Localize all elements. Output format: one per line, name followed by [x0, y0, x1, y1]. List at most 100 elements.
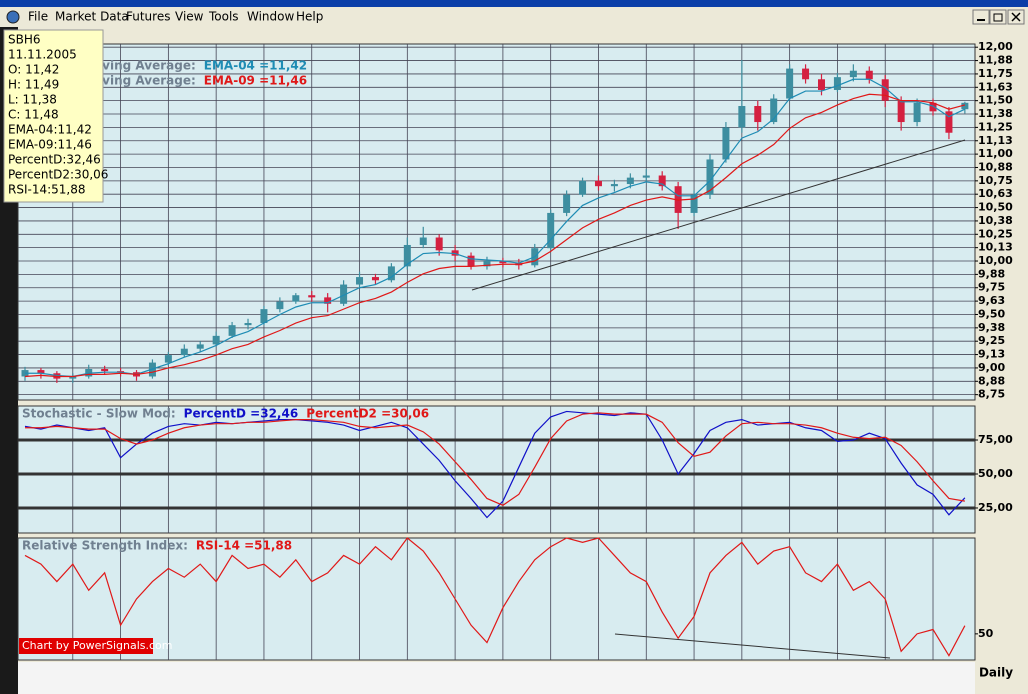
- menu-item[interactable]: Window: [247, 10, 295, 24]
- candle-body: [387, 266, 395, 281]
- series-line: [25, 78, 966, 378]
- candle-body: [722, 127, 730, 160]
- top-strip: [18, 27, 1028, 44]
- y-tick-label: 10,50: [978, 201, 1013, 214]
- y-tick-label: 9,63: [978, 294, 1005, 307]
- time-axis: [18, 662, 975, 694]
- trend-line: [614, 633, 891, 659]
- y-tick-label: 9,00: [978, 361, 1005, 374]
- candle-body: [292, 295, 300, 302]
- restore-glyph: [993, 13, 1003, 22]
- y-tick-label: 10,75: [978, 174, 1013, 187]
- legend-title: Moving Average:: [82, 74, 196, 88]
- menu-item[interactable]: View: [175, 10, 204, 24]
- info-line: H: 11,49: [8, 78, 59, 92]
- candle-body: [881, 79, 889, 101]
- info-line: PercentD2:30,06: [8, 168, 108, 182]
- legend-title: Relative Strength Index:: [22, 539, 188, 553]
- candle-body: [164, 355, 172, 363]
- candle-body: [403, 244, 411, 267]
- candle-body: [212, 335, 220, 345]
- watermark: Chart by PowerSignals.com: [22, 639, 172, 652]
- legend-entry: EMA-04 =11,42: [204, 59, 307, 73]
- panel-background: [17, 43, 976, 401]
- info-line: L: 11,38: [8, 93, 57, 107]
- series-line: [24, 537, 966, 657]
- y-tick-label: 11,38: [978, 107, 1013, 120]
- trend-line: [471, 139, 966, 291]
- candle-body: [563, 194, 571, 213]
- candle-body: [101, 368, 109, 372]
- chart-panels: 12,0011,8811,7511,6311,5011,3811,2511,13…: [17, 40, 1013, 682]
- menu-bar: File Market Data Futures View Tools Wind…: [0, 7, 1028, 27]
- y-tick-label: 9,88: [978, 267, 1005, 280]
- candle-body: [961, 102, 969, 110]
- menu-item[interactable]: Futures: [126, 10, 170, 24]
- y-tick-label: 75,00: [978, 433, 1013, 446]
- menu-item[interactable]: File: [28, 10, 48, 24]
- candle-body: [610, 184, 618, 187]
- info-line: EMA-09:11,46: [8, 138, 92, 152]
- candle-body: [945, 111, 953, 133]
- legend-entry: PercentD2 =30,06: [306, 407, 429, 421]
- candle-body: [419, 237, 427, 245]
- menu-item[interactable]: Tools: [208, 10, 239, 24]
- candle-body: [913, 102, 921, 123]
- candle-body: [356, 277, 364, 285]
- y-tick-label: 11,75: [978, 67, 1013, 80]
- info-line: O: 11,42: [8, 63, 59, 77]
- y-tick-label: 11,13: [978, 134, 1013, 147]
- candle-body: [499, 261, 507, 264]
- y-tick-label: 10,63: [978, 187, 1013, 200]
- legend-entry: EMA-09 =11,46: [204, 74, 307, 88]
- series-line: [25, 412, 965, 506]
- y-tick-label: 9,13: [978, 348, 1005, 361]
- info-background: [3, 29, 104, 203]
- app-icon[interactable]: [6, 10, 20, 24]
- candle-body: [865, 70, 873, 80]
- panel-background: [17, 537, 976, 661]
- restore-button[interactable]: [989, 9, 1007, 25]
- candle-body: [260, 309, 268, 324]
- candle-body: [690, 194, 698, 213]
- y-tick-label: 8,88: [978, 374, 1005, 387]
- y-tick-label: 12,00: [978, 40, 1013, 53]
- minimize-button[interactable]: [972, 9, 990, 25]
- y-tick-label: 10,88: [978, 160, 1013, 173]
- candle-body: [818, 79, 825, 90]
- candle-body: [642, 175, 650, 178]
- info-line: PercentD:32,46: [8, 153, 101, 167]
- y-tick-label: 11,25: [978, 120, 1013, 133]
- menu-background: [0, 7, 1028, 27]
- menu-item[interactable]: Help: [296, 10, 323, 24]
- legend-entry: PercentD =32,46: [184, 407, 299, 421]
- y-tick-label: 50,00: [978, 467, 1013, 480]
- title-bar: [0, 0, 1028, 7]
- panel-background: [17, 405, 976, 534]
- info-line: RSI-14:51,88: [8, 183, 86, 197]
- candle-body: [340, 284, 348, 304]
- y-tick-label: 10,38: [978, 214, 1013, 227]
- candle-body: [244, 323, 252, 326]
- y-tick-label: 50: [978, 627, 994, 640]
- menu-item[interactable]: Market Data: [55, 10, 129, 24]
- y-tick-label: 10,13: [978, 241, 1013, 254]
- y-tick-label: 10,00: [978, 254, 1013, 267]
- candle-body: [579, 180, 587, 195]
- legend-title: Moving Average:: [82, 59, 196, 73]
- candle-body: [786, 68, 794, 99]
- y-tick-label: 11,88: [978, 54, 1013, 67]
- candle-body: [897, 100, 905, 123]
- candle-body: [467, 255, 475, 267]
- candle-body: [37, 370, 45, 374]
- candle-body: [435, 237, 443, 251]
- y-tick-label: 10,25: [978, 227, 1013, 240]
- candle-body: [626, 177, 634, 185]
- candle-body: [69, 376, 77, 379]
- candle-body: [324, 297, 332, 304]
- info-line: 11.11.2005: [8, 48, 77, 62]
- candle-body: [483, 261, 491, 267]
- candle-body: [929, 102, 937, 112]
- candle-body: [276, 301, 284, 310]
